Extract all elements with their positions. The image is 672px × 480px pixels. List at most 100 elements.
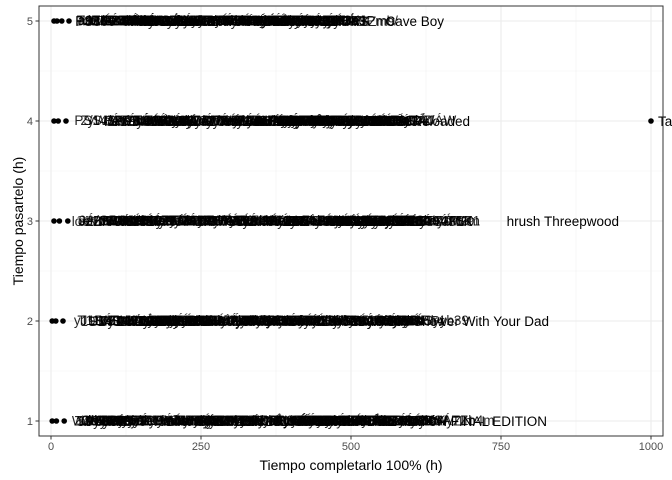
overplotted-label-fragment: m7Ke bbox=[219, 314, 254, 329]
overplotted-label-fragment: 19S4SP/9ZW bbox=[81, 314, 163, 329]
overplotted-label-fragment: JÁZ4Sy/Pe bbox=[115, 214, 183, 229]
overplotted-label-fragment: K43 bbox=[222, 13, 246, 28]
overplotted-label-fragment: rm1SSÁTZK bbox=[250, 113, 326, 128]
overplotted-label-fragment: lrT9/e79a bbox=[264, 13, 322, 28]
overplotted-label-fragment: óJWP/yyb39 bbox=[393, 313, 469, 328]
overplotted-label-fragment: ByB bbox=[197, 414, 222, 429]
data-point bbox=[49, 418, 55, 424]
overplotted-label-fragment: 9ó9PPW4m bbox=[124, 413, 196, 428]
data-point bbox=[61, 418, 67, 424]
overplotted-label-fragment: b7óJ9yaÁ bbox=[223, 13, 283, 28]
overplotted-label-fragment: óWK3 bbox=[188, 314, 225, 329]
overplotted-label-fragment: KWóP4KS3 bbox=[332, 214, 403, 229]
overplotted-label-fragment: bbby4PPJ bbox=[261, 413, 323, 428]
overplotted-label-fragment: yJB4SyBBBK bbox=[174, 213, 256, 228]
point-label: ATE MATCH FINAL EDITION bbox=[371, 414, 547, 429]
overplotted-label-fragment: Á7a3Pmb/ bbox=[335, 13, 398, 28]
overplotted-label-fragment: Jb9PZÁT3m bbox=[405, 213, 480, 228]
overplotted-label-fragment: y4W7K bbox=[327, 13, 371, 28]
overplotted-label-fragment: TÁÁró4 bbox=[250, 13, 296, 28]
overplotted-label-fragment: PTS773 bbox=[361, 213, 410, 228]
overplotted-label-fragment: /ÁPm7 bbox=[287, 113, 328, 128]
overplotted-label-fragment: /1aT bbox=[279, 114, 306, 129]
overplotted-label-fragment: yeS7T4J bbox=[330, 114, 383, 129]
overplotted-label-fragment: PBB bbox=[236, 114, 263, 129]
overplotted-label-fragment: PÁPaK bbox=[175, 13, 219, 28]
overplotted-label-fragment: PS14/Á7ÁK7 bbox=[74, 113, 153, 128]
overplotted-label-fragment: W1K4771aT bbox=[230, 214, 305, 229]
overplotted-label-fragment: SeJb bbox=[293, 314, 324, 329]
overplotted-label-fragment: KW14KKÁr/Z bbox=[134, 114, 214, 129]
overplotted-label-fragment: rT4aÁTTJr bbox=[286, 13, 351, 28]
overplotted-label-fragment: lB1 bbox=[256, 113, 276, 128]
overplotted-label-fragment: yZ4BZrWSó bbox=[363, 214, 437, 229]
overplotted-label-fragment: KlBaJT4m bbox=[291, 414, 353, 429]
overplotted-label-fragment: /b1l7/Á bbox=[172, 113, 214, 128]
overplotted-label-fragment: óZy7SrP bbox=[153, 213, 206, 228]
point-labels: Cave Boy s: Reloaded hrush Threepwood u Sti… bbox=[371, 14, 672, 429]
overplotted-label-fragment: l4r bbox=[268, 13, 284, 28]
overplotted-label-fragment: 97KJbbeB bbox=[235, 314, 297, 329]
data-point bbox=[54, 18, 60, 24]
overplotted-label-fragment: Z4/43er4PZ bbox=[284, 213, 355, 228]
overplotted-label-fragment: BWlÁlb4T bbox=[140, 413, 200, 428]
overplotted-label-fragment: WZ3PPa bbox=[180, 213, 235, 228]
data-point bbox=[55, 118, 61, 124]
overplotted-label-fragment: eJ/JaJób bbox=[348, 314, 402, 329]
overplotted-label-fragment: 4J7m/PT41/ bbox=[201, 113, 274, 128]
point-label: u Still Shower With Your Dad bbox=[376, 314, 549, 329]
overplotted-label-fragment: 1W149yT bbox=[79, 413, 137, 428]
overplotted-label-fragment: 9b3óyóBr bbox=[380, 414, 438, 429]
overplotted-label-fragment: W7mlr9 bbox=[336, 213, 383, 228]
overplotted-label-fragment: yaW/K9r9ÁT bbox=[338, 213, 415, 228]
overplotted-label-fragment: lÁ11 bbox=[286, 313, 312, 328]
overplotted-label-fragment: óZ7PP bbox=[287, 413, 328, 428]
overplotted-label-fragment: Wemm/TT bbox=[105, 213, 168, 228]
overplotted-label-fragment: r/ÁK1ÁJ bbox=[212, 113, 262, 128]
overplotted-label-fragment: PreÁrK1ZbB bbox=[208, 313, 284, 328]
overplotted-label-fragment: J3TZb/Bó bbox=[354, 113, 413, 128]
overplotted-label-fragment: bTb1KP bbox=[90, 413, 139, 428]
overplotted-label-fragment: 4al14BZKW bbox=[253, 114, 325, 129]
overplotted-label-fragment: 3eS/e19JÁ9 bbox=[284, 114, 358, 129]
overplotted-label-fragment: lJóJ bbox=[319, 113, 343, 128]
overplotted-label-fragment: 17ó7y bbox=[292, 113, 329, 128]
x-tick-label: 500 bbox=[342, 441, 360, 453]
overplotted-label-fragment: KZm bbox=[338, 313, 367, 328]
overplotted-label-fragment: yÁZ bbox=[261, 13, 285, 28]
x-axis-ticks: 0 250 500 750 1000 bbox=[48, 436, 663, 453]
overplotted-label-fragment: ly497 bbox=[274, 214, 306, 229]
overplotted-label-fragment: eó1aómKm3J bbox=[166, 13, 249, 28]
overplotted-label-fragment: eTmrmJ bbox=[334, 313, 384, 328]
overplotted-label-fragment: mK3SaKÁ/T/ bbox=[262, 114, 340, 129]
overplotted-label-fragment: 9BTSZ997B9 bbox=[178, 413, 259, 428]
overplotted-label-fragment: Waey9PBmbb bbox=[239, 314, 325, 329]
overplotted-label-fragment: óbT9SbZ/ÁW bbox=[375, 113, 456, 128]
y-tick-label: 3 bbox=[27, 216, 33, 228]
overplotted-label-fragment: e/b1947 bbox=[151, 314, 200, 329]
overplotted-label-fragment: JbWT4ea bbox=[116, 214, 174, 229]
overplotted-label-fragment: ró93e bbox=[86, 413, 121, 428]
overplotted-label-fragment: r/yJWe3bWP bbox=[227, 313, 306, 328]
overplotted-label-fragment: WS4ó bbox=[100, 314, 137, 329]
overplotted-label-fragment: T/lSmP bbox=[157, 313, 201, 328]
overplotted-label-fragment: /aPWP9 bbox=[373, 214, 423, 229]
overplotted-label-fragment: ÁSeS bbox=[161, 114, 196, 129]
overplotted-label-fragment: BKó1BBP37l bbox=[335, 214, 413, 229]
overplotted-label-fragment: 47yybJP9Á bbox=[288, 13, 356, 28]
overplotted-label-fragment: e/ó/ bbox=[187, 313, 210, 328]
overplotted-label-fragment: JZSPlKT bbox=[92, 313, 145, 328]
overplotted-label-fragment: 77SWSeJW bbox=[86, 414, 159, 429]
overplotted-label-fragment: Saa bbox=[108, 114, 133, 129]
overplotted-label-fragment: PB1a bbox=[375, 114, 409, 129]
overplotted-label-fragment: l1PP bbox=[104, 114, 133, 129]
overplotted-label-fragment: S93aK bbox=[130, 14, 171, 29]
overplotted-label-fragment: 1rÁ4Á31K bbox=[411, 214, 473, 229]
overplotted-label-fragment: B3ZKó bbox=[75, 13, 116, 28]
overplotted-label-fragment: rSeÁZmJBBa bbox=[345, 313, 427, 328]
overplotted-label-fragment: l9ZSab37e bbox=[221, 114, 286, 129]
overplotted-label-fragment: J1P7TP7 bbox=[155, 113, 211, 128]
overplotted-label-fragment: aPeB93ó4/ bbox=[381, 413, 448, 428]
overplotted-label-fragment: SyyPT7 bbox=[166, 313, 213, 328]
